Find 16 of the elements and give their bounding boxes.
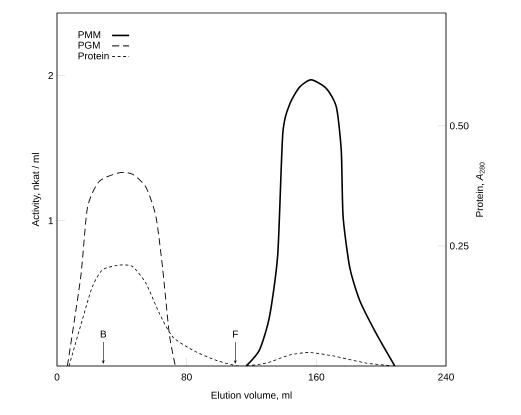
legend-label: PGM xyxy=(78,42,100,49)
legend-label: PMM xyxy=(78,31,100,38)
y2-tick-label: 0.50 xyxy=(450,122,469,130)
x-tick-label: 80 xyxy=(182,374,192,381)
annotation: F xyxy=(233,330,238,338)
annotation: B xyxy=(100,330,106,338)
y2-axis-title: Protein, A$_{280}$ xyxy=(476,162,485,217)
x-axis-title: Elution volume, ml xyxy=(212,391,292,400)
y-tick-label: 1 xyxy=(48,217,53,224)
x-tick-label: 160 xyxy=(308,374,324,381)
y-axis-title: Activity, nkat / ml xyxy=(32,153,42,226)
legend-label: Protein xyxy=(78,52,109,60)
x-tick-label: 0 xyxy=(54,374,60,381)
y2-tick-label: 0.25 xyxy=(450,242,468,250)
y-tick-label: 2 xyxy=(48,72,53,79)
x-tick-label: 240 xyxy=(438,374,454,381)
